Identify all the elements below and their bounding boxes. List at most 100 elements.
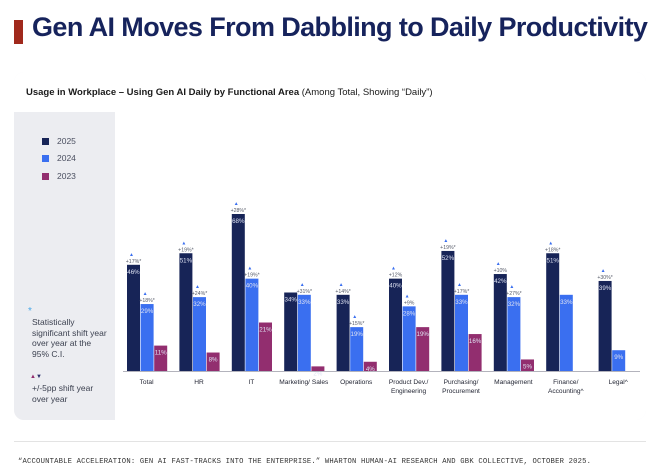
bar-2025 <box>389 278 402 371</box>
shift-label: +31%* <box>297 289 312 295</box>
data-label: 40% <box>246 283 259 290</box>
bar-2025 <box>231 214 245 371</box>
shift-label: +17%* <box>454 289 469 295</box>
legend-swatch-2023 <box>42 172 49 180</box>
data-label: 4% <box>366 366 375 373</box>
x-tick-label: Management <box>494 379 533 386</box>
bar-2025 <box>127 264 140 371</box>
data-label: 51% <box>180 257 193 264</box>
data-label: 8% <box>209 357 218 364</box>
bar-2023 <box>259 322 272 371</box>
page-title: Gen AI Moves From Dabbling to Daily Prod… <box>32 12 648 42</box>
data-label: 19% <box>351 331 364 338</box>
bar-2023 <box>468 334 482 371</box>
x-tick-label: Engineering <box>391 388 427 395</box>
note-shift: +/-5pp shift year over year <box>32 383 93 404</box>
data-label: 21% <box>259 327 272 334</box>
x-tick-label: Procurement <box>442 388 480 395</box>
shift-triangle-icon: ▲ <box>601 268 606 274</box>
chart-subtitle: Usage in Workplace – Using Gen AI Daily … <box>26 87 433 98</box>
shift-triangle-icon: ▲ <box>181 240 186 246</box>
legend-label-2025: 2025 <box>57 136 76 146</box>
bar-2025 <box>284 292 298 371</box>
bar-2024 <box>140 304 154 371</box>
shift-triangle-icon: ▲ <box>443 238 448 244</box>
shift-triangle-icon: ▲ <box>339 282 344 288</box>
bar-2024 <box>559 294 573 371</box>
x-tick-label: HR <box>194 379 204 386</box>
x-tick-label: Operations <box>340 379 373 386</box>
shift-triangle-icon: ▲ <box>352 314 357 320</box>
bar-2023 <box>206 352 220 371</box>
shift-triangle-icon: ▲ <box>195 284 200 290</box>
shift-label: +9% <box>404 300 415 306</box>
note-significant-line: 95% C.I. <box>32 348 65 359</box>
bar-2024 <box>612 350 626 371</box>
bar-2024 <box>193 297 206 371</box>
legend-label-2024: 2024 <box>57 153 76 163</box>
shift-label: +17%* <box>126 259 141 265</box>
shift-triangle-icon: ▲ <box>143 291 148 297</box>
data-label: 33% <box>298 299 311 306</box>
bar-2023 <box>416 327 430 371</box>
shift-label: +15%* <box>349 321 364 327</box>
data-label: 68% <box>232 218 245 225</box>
shift-triangle-icon: ▲ <box>496 261 501 267</box>
data-label: 28% <box>403 310 416 317</box>
shift-label: +18%* <box>545 247 560 253</box>
bar-2024 <box>455 294 468 371</box>
bar-2023 <box>311 366 325 371</box>
x-tick-label: Purchasing/ <box>444 379 479 386</box>
data-label: 33% <box>455 299 468 306</box>
bar-2023 <box>521 359 534 371</box>
shift-label: +18%* <box>139 298 154 304</box>
data-label: 11% <box>155 350 167 357</box>
chart-header: Usage in Workplace – Using Gen AI Daily … <box>14 72 646 112</box>
note-significant-line: over year at the <box>32 338 92 348</box>
note-significant: Statistically significant shift year ove… <box>32 317 107 359</box>
x-tick-label: Total <box>140 379 154 386</box>
legend-label-2023: 2023 <box>57 171 76 181</box>
data-label: 42% <box>494 278 507 285</box>
shift-label: +27%* <box>506 291 521 297</box>
chart-subtitle-bold: Usage in Workplace – Using Gen AI Daily … <box>26 87 300 98</box>
data-label: 33% <box>560 299 573 306</box>
data-label: 34% <box>285 297 298 304</box>
shift-triangle-icon: ▲ <box>234 201 239 207</box>
note-shift-line: +/-5pp shift year <box>32 383 94 393</box>
shift-label: +10% <box>494 268 508 274</box>
bar-2025 <box>441 250 455 371</box>
footer-divider <box>14 441 646 442</box>
shift-label: +19%* <box>440 245 455 251</box>
data-label: 39% <box>599 285 612 292</box>
data-label: 19% <box>417 331 430 338</box>
bar-2025 <box>546 253 560 371</box>
chart-subtitle-rest: (Among Total, Showing “Daily”) <box>299 87 433 98</box>
chart-card: Usage in Workplace – Using Gen AI Daily … <box>14 72 646 420</box>
bar-2023 <box>363 361 377 371</box>
bar-2025 <box>179 253 193 371</box>
x-tick-label: Product Dev./ <box>389 379 429 386</box>
shift-label: +28%* <box>231 208 246 214</box>
data-label: 32% <box>193 301 206 308</box>
data-label: 29% <box>141 308 154 315</box>
shift-label: +19%* <box>178 247 193 253</box>
bar-2023 <box>154 345 168 371</box>
note-shift-line: over year <box>32 393 68 404</box>
plot-area: 46% ▲ +17%* 29% ▲ +18%* 11% Total 51% ▲ +19%* 32% ▲ +… <box>115 112 646 420</box>
data-label: 32% <box>508 301 521 308</box>
data-label: 46% <box>127 269 140 276</box>
note-significant-line: significant shift year <box>32 327 107 338</box>
legend-panel: 2025 2024 2023 * Statistically significa… <box>14 112 115 420</box>
shift-label: +14%* <box>335 289 350 295</box>
shift-label: +24%* <box>192 291 207 297</box>
shift-triangle-icon: ▲ <box>391 266 396 272</box>
note-significant-line: Statistically <box>32 317 75 327</box>
source-footer: “ACCOUNTABLE ACCELERATION: GEN AI FAST-T… <box>18 458 592 466</box>
x-tick-label: Accounting^ <box>548 388 585 395</box>
data-label: 40% <box>389 283 402 290</box>
legend-item-2024: 2024 <box>42 153 76 163</box>
triangle-up-icon: ▲ <box>30 374 36 380</box>
shift-label: +12% <box>389 273 403 279</box>
bar-2024 <box>245 278 259 371</box>
